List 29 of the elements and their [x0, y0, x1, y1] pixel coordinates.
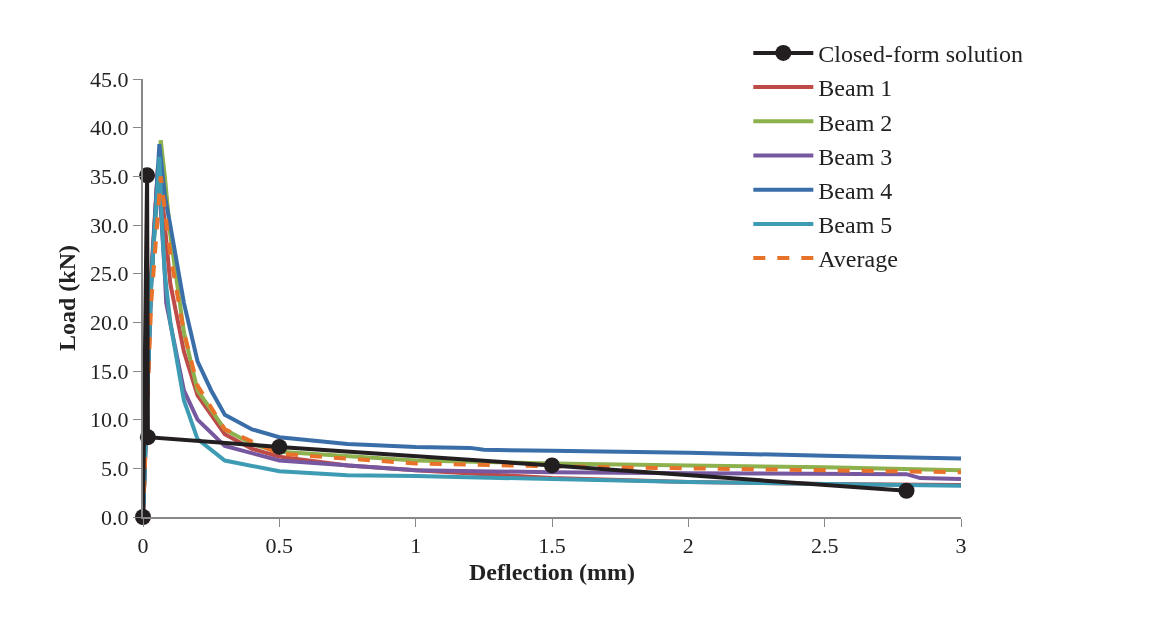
y-tick-label: 45.0: [90, 66, 129, 92]
point: [544, 457, 560, 474]
y-tick-label: 25.0: [90, 261, 129, 287]
legend-label: Average: [818, 246, 898, 273]
x-tick-label: 1: [410, 533, 422, 559]
x-tick-label: 2: [682, 533, 694, 559]
y-tick-label: 40.0: [90, 115, 129, 141]
y-tick-label: 20.0: [90, 310, 129, 336]
x-axis-title: Deflection (mm): [469, 559, 635, 586]
legend-label: Closed-form solution: [818, 41, 1023, 68]
y-tick-label: 35.0: [90, 164, 129, 190]
y-tick-label: 5.0: [101, 456, 129, 482]
point: [271, 438, 288, 455]
y-tick-label: 0.0: [101, 504, 129, 530]
x-tick-label: 0.5: [265, 533, 294, 559]
y-axis-title: Load (kN): [53, 244, 80, 352]
legend-label: Beam 5: [818, 212, 893, 239]
legend-label: Beam 3: [818, 143, 893, 170]
x-tick-label: 0: [137, 533, 149, 559]
y-tick-label: 10.0: [90, 407, 129, 433]
x-tick-label: 2.5: [810, 533, 839, 559]
point: [898, 482, 915, 499]
legend-label: Beam 4: [818, 178, 893, 205]
legend-label: Beam 1: [818, 75, 893, 102]
y-tick-label: 15.0: [90, 358, 129, 384]
y-tick-label: 30.0: [90, 212, 129, 238]
legend-label: Beam 2: [818, 109, 893, 136]
x-tick-label: 1.5: [538, 533, 566, 559]
x-tick-label: 3: [955, 533, 967, 559]
